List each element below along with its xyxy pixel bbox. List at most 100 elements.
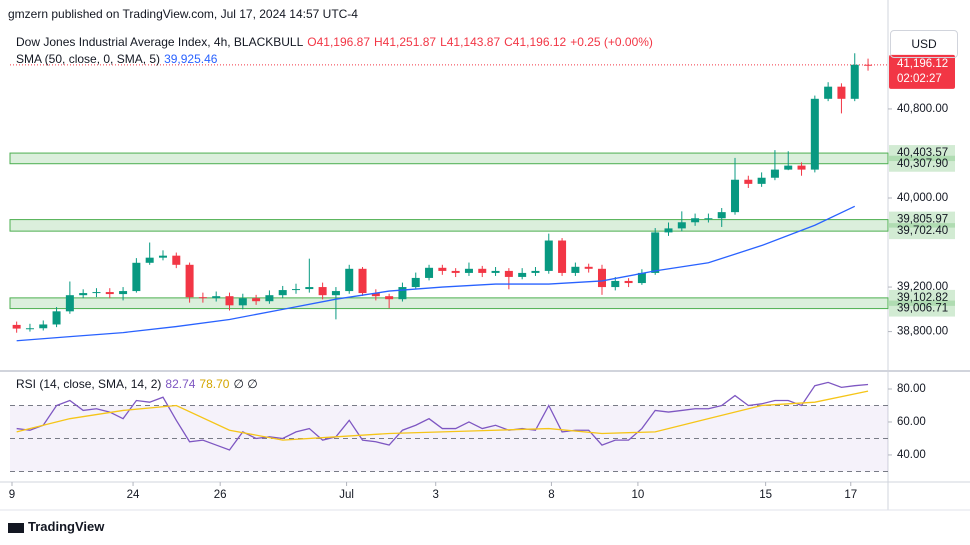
y-tick-label: 40,800.00 bbox=[897, 103, 948, 115]
candle-body bbox=[119, 291, 128, 295]
candle-body bbox=[411, 277, 420, 288]
candle-body bbox=[864, 64, 873, 66]
candle-body bbox=[358, 268, 367, 294]
ohlc: C41,196.12 bbox=[504, 35, 567, 49]
candle-body bbox=[425, 267, 434, 278]
zone-label-box bbox=[889, 223, 955, 240]
candle-body bbox=[212, 296, 221, 299]
candle-body bbox=[79, 293, 88, 296]
x-tick-label: 17 bbox=[844, 489, 857, 501]
candle-body bbox=[464, 268, 473, 273]
candle-body bbox=[39, 324, 48, 329]
legend-main: Dow Jones Industrial Average Index, 4h, … bbox=[16, 35, 657, 49]
candle-body bbox=[691, 218, 700, 223]
candle-body bbox=[158, 255, 167, 258]
candle-body bbox=[305, 287, 314, 290]
candle-body bbox=[850, 64, 859, 99]
zone bbox=[9, 297, 889, 310]
candle-body bbox=[238, 298, 247, 306]
series-line bbox=[16, 381, 869, 451]
candle-body bbox=[65, 295, 74, 312]
rsi-sma-value: 78.70 bbox=[199, 377, 230, 391]
candle-body bbox=[731, 179, 740, 213]
rsi-value: 82.74 bbox=[165, 377, 196, 391]
x-tick-label: 3 bbox=[432, 489, 438, 501]
zone-label-box bbox=[889, 211, 955, 228]
last-price-box bbox=[889, 54, 955, 89]
candle-body bbox=[717, 212, 726, 219]
candle-body bbox=[265, 295, 274, 302]
candle-body bbox=[92, 292, 101, 294]
zone-label-box bbox=[889, 155, 955, 172]
candle-body bbox=[491, 270, 500, 273]
candle-body bbox=[837, 86, 846, 99]
candle-body bbox=[278, 290, 287, 296]
candle-body bbox=[132, 262, 141, 292]
candle-body bbox=[225, 296, 234, 306]
candle-body bbox=[797, 165, 806, 170]
zone-label: 39,702.40 bbox=[897, 225, 948, 237]
ohlc: H41,251.87 bbox=[374, 35, 437, 49]
x-tick-label: 24 bbox=[127, 489, 140, 501]
x-tick-label: 9 bbox=[9, 489, 15, 501]
candle-body bbox=[651, 232, 660, 273]
countdown: 02:02:27 bbox=[897, 73, 942, 85]
candle-body bbox=[571, 266, 580, 273]
x-tick-label: 15 bbox=[759, 489, 772, 501]
candle-body bbox=[451, 270, 460, 273]
candle-body bbox=[478, 268, 487, 273]
candle-body bbox=[318, 287, 327, 296]
candle-body bbox=[185, 264, 194, 298]
sma-name: SMA (50, close, 0, SMA, 5) bbox=[16, 52, 161, 66]
candle-body bbox=[584, 266, 593, 269]
x-tick-label: 26 bbox=[214, 489, 227, 501]
currency-button[interactable]: USD bbox=[890, 30, 958, 58]
candle-body bbox=[12, 324, 21, 329]
candle-body bbox=[331, 291, 340, 296]
symbol: Dow Jones Industrial Average Index, 4h, … bbox=[16, 35, 304, 49]
candle-body bbox=[637, 272, 646, 284]
candle-body bbox=[371, 293, 380, 297]
candle-body bbox=[757, 177, 766, 184]
candle-body bbox=[664, 228, 673, 233]
rsi-extra: ∅ ∅ bbox=[233, 377, 258, 391]
y-tick-label: 40.00 bbox=[897, 449, 926, 461]
x-tick-label: 8 bbox=[548, 489, 554, 501]
candle-body bbox=[504, 270, 513, 277]
y-tick-label: 60.00 bbox=[897, 416, 926, 428]
zone bbox=[9, 219, 889, 232]
candle-body bbox=[518, 272, 527, 277]
series-line bbox=[16, 205, 856, 342]
y-tick-label: 39,200.00 bbox=[897, 281, 948, 293]
footer-logo: TradingView bbox=[8, 519, 108, 534]
y-tick-label: 38,800.00 bbox=[897, 326, 948, 338]
candle-body bbox=[704, 218, 713, 220]
x-tick-label: Jul bbox=[339, 489, 354, 501]
ohlc: O41,196.87 bbox=[307, 35, 370, 49]
zone-label-box bbox=[889, 300, 955, 317]
candle-body bbox=[172, 255, 181, 265]
last-price-label: 41,196.12 bbox=[897, 58, 948, 70]
candle-body bbox=[744, 179, 753, 184]
candle-body bbox=[624, 280, 633, 284]
zone-label: 39,006.71 bbox=[897, 303, 948, 315]
candle-body bbox=[252, 298, 261, 302]
x-tick-label: 10 bbox=[632, 489, 645, 501]
ohlc: +0.25 (+0.00%) bbox=[570, 35, 653, 49]
zone-label: 40,403.57 bbox=[897, 147, 948, 159]
candle-body bbox=[677, 222, 686, 229]
footer-text: TradingView bbox=[28, 519, 105, 534]
candle-body bbox=[558, 240, 567, 273]
candle-body bbox=[438, 267, 447, 271]
rsi-name: RSI (14, close, SMA, 14, 2) bbox=[16, 377, 162, 391]
candle-body bbox=[784, 165, 793, 170]
candle-body bbox=[597, 268, 606, 288]
sma-value: 39,925.46 bbox=[164, 52, 218, 66]
candle-body bbox=[145, 257, 154, 263]
candle-body bbox=[52, 311, 61, 325]
candle-body bbox=[292, 289, 301, 291]
candle-body bbox=[770, 169, 779, 178]
candle-body bbox=[105, 292, 114, 295]
